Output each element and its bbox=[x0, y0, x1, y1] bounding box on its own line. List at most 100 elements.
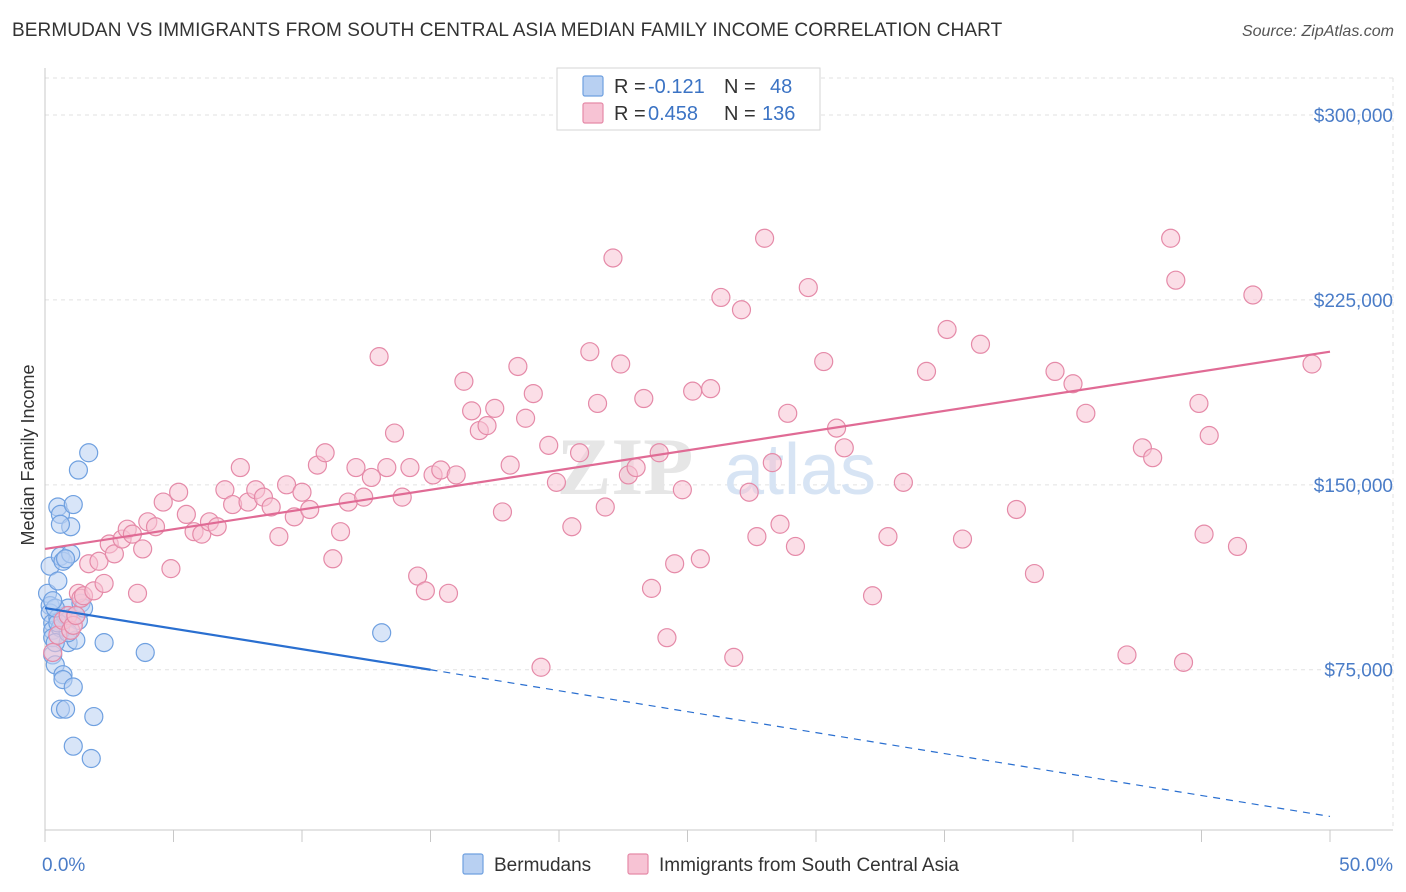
point-1-53 bbox=[384, 423, 405, 443]
point-1-102 bbox=[785, 536, 806, 557]
point-0-39 bbox=[135, 642, 155, 663]
point-1-25 bbox=[169, 482, 189, 502]
point-0-27 bbox=[63, 677, 83, 697]
y-tick-label-1: $150,000 bbox=[1314, 476, 1393, 497]
legend-r-label-0: R = bbox=[614, 76, 646, 98]
point-1-54 bbox=[392, 487, 412, 507]
point-1-104 bbox=[814, 351, 834, 372]
point-1-100 bbox=[770, 514, 790, 534]
point-1-56 bbox=[408, 566, 428, 586]
point-1-71 bbox=[523, 383, 543, 404]
point-1-41 bbox=[292, 482, 312, 502]
source-label: Source: ZipAtlas.com bbox=[1241, 23, 1394, 40]
point-0-9 bbox=[48, 571, 68, 591]
point-1-108 bbox=[878, 526, 898, 547]
point-1-57 bbox=[415, 581, 435, 601]
y-tick-label-0: $75,000 bbox=[1324, 661, 1393, 682]
point-1-95 bbox=[731, 300, 752, 320]
point-1-118 bbox=[1076, 403, 1096, 423]
point-1-45 bbox=[323, 549, 343, 569]
trend-lines bbox=[44, 350, 1331, 818]
point-1-116 bbox=[1045, 361, 1065, 382]
series-bermudans-points bbox=[37, 443, 392, 769]
point-1-55 bbox=[400, 457, 420, 478]
point-1-51 bbox=[369, 347, 389, 367]
point-1-88 bbox=[665, 554, 685, 574]
bottom-legend-swatch-bermudans bbox=[462, 853, 484, 875]
point-1-119 bbox=[1117, 645, 1137, 665]
legend-r-label-1: R = bbox=[614, 103, 646, 125]
series-immigrants-points bbox=[43, 228, 1322, 677]
point-1-129 bbox=[1243, 285, 1263, 305]
point-1-109 bbox=[893, 472, 913, 492]
point-1-103 bbox=[798, 277, 818, 298]
trend-line-0 bbox=[44, 607, 431, 671]
point-1-74 bbox=[546, 472, 567, 492]
point-1-79 bbox=[595, 497, 615, 517]
point-1-94 bbox=[724, 647, 744, 668]
point-1-97 bbox=[747, 526, 767, 547]
point-1-69 bbox=[508, 356, 528, 377]
point-1-98 bbox=[754, 228, 775, 248]
point-1-110 bbox=[916, 361, 937, 382]
point-1-112 bbox=[952, 529, 973, 549]
point-0-37 bbox=[84, 706, 104, 727]
point-1-76 bbox=[569, 443, 590, 463]
bottom-legend-label-immigrants: Immigrants from South Central Asia bbox=[659, 855, 959, 876]
point-1-124 bbox=[1173, 652, 1194, 672]
legend-swatch-immigrants bbox=[582, 102, 604, 124]
point-1-23 bbox=[153, 492, 173, 512]
point-1-65 bbox=[477, 416, 497, 436]
point-1-96 bbox=[739, 482, 759, 502]
point-1-12 bbox=[89, 551, 109, 571]
point-1-122 bbox=[1161, 228, 1181, 248]
point-1-66 bbox=[485, 398, 505, 418]
point-1-127 bbox=[1199, 425, 1219, 446]
point-1-44 bbox=[315, 443, 335, 463]
point-1-107 bbox=[862, 586, 883, 606]
y-tick-labels: $75,000 $150,000 $225,000 $300,000 bbox=[1314, 106, 1393, 682]
point-1-93 bbox=[711, 287, 731, 308]
point-1-13 bbox=[94, 573, 114, 594]
legend-n-value-1: 136 bbox=[762, 103, 795, 125]
point-1-67 bbox=[492, 502, 513, 522]
point-1-113 bbox=[970, 334, 991, 354]
point-1-62 bbox=[454, 371, 474, 391]
point-0-22 bbox=[63, 494, 83, 515]
point-1-20 bbox=[133, 539, 153, 559]
point-1-0 bbox=[43, 642, 63, 663]
point-1-85 bbox=[641, 578, 662, 598]
point-1-31 bbox=[215, 480, 235, 500]
point-1-115 bbox=[1024, 563, 1045, 584]
point-1-80 bbox=[603, 248, 623, 268]
bottom-legend-label-bermudans: Bermudans bbox=[494, 855, 591, 876]
legend-r-value-0: -0.121 bbox=[648, 76, 705, 98]
point-1-78 bbox=[587, 393, 608, 414]
y-tick-label-2: $225,000 bbox=[1314, 291, 1393, 312]
point-0-36 bbox=[81, 748, 101, 769]
point-1-73 bbox=[539, 435, 559, 455]
point-0-46 bbox=[50, 514, 71, 534]
point-1-89 bbox=[672, 480, 692, 500]
point-1-60 bbox=[438, 583, 459, 603]
point-1-87 bbox=[657, 628, 677, 648]
point-1-26 bbox=[176, 504, 196, 525]
point-1-77 bbox=[580, 342, 600, 362]
point-1-106 bbox=[834, 438, 854, 458]
y-tick-label-3: $300,000 bbox=[1314, 106, 1393, 127]
point-0-28 bbox=[63, 736, 83, 756]
point-1-24 bbox=[161, 559, 181, 579]
point-1-50 bbox=[361, 467, 381, 488]
point-1-6 bbox=[66, 605, 86, 626]
point-1-99 bbox=[762, 453, 782, 473]
point-1-121 bbox=[1143, 448, 1163, 468]
point-1-52 bbox=[377, 457, 397, 478]
point-1-75 bbox=[562, 517, 582, 537]
point-1-83 bbox=[626, 457, 646, 478]
bottom-legend-swatch-immigrants bbox=[627, 853, 649, 875]
point-0-35 bbox=[79, 443, 99, 463]
point-1-63 bbox=[462, 401, 482, 421]
axes bbox=[44, 68, 1393, 842]
point-1-92 bbox=[701, 379, 721, 399]
